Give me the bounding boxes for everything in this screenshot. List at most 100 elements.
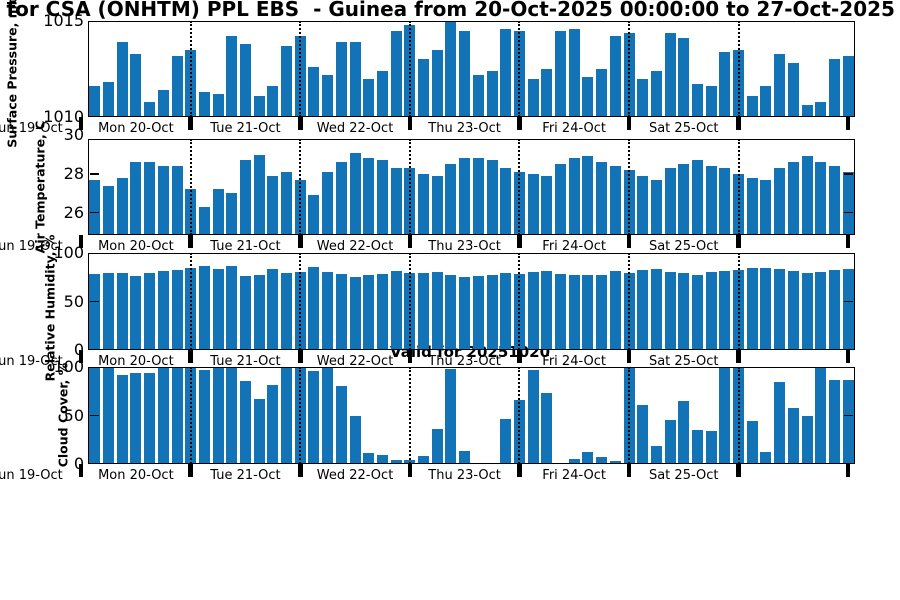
cloud-cover-bar xyxy=(349,415,361,464)
surface-pressure-bar xyxy=(678,38,690,117)
x-tick-label: Thu 23-Oct xyxy=(428,353,501,369)
cloud-cover-bar xyxy=(760,452,772,464)
day-tick xyxy=(407,117,413,130)
day-boundary-line xyxy=(299,367,302,464)
relative-humidity-bar xyxy=(719,271,731,350)
cloud-cover-bar xyxy=(637,404,649,464)
relative-humidity-bar xyxy=(705,272,717,350)
air-temperature-bar xyxy=(609,166,621,235)
surface-pressure-bar xyxy=(774,53,786,117)
relative-humidity-bar xyxy=(486,275,498,350)
x-tick-label: Sat 25-Oct xyxy=(648,238,719,254)
x-tick-label: Thu 23-Oct xyxy=(428,467,501,483)
x-tick-label: Thu 23-Oct xyxy=(428,238,501,254)
day-tick xyxy=(517,235,522,248)
surface-pressure-bar xyxy=(541,69,553,117)
axis-tick xyxy=(844,173,854,175)
air-temperature-bar xyxy=(828,166,840,235)
cloud-cover-bar xyxy=(363,453,375,464)
relative-humidity-bar xyxy=(637,270,649,350)
y-tick-label: 28 xyxy=(63,163,84,183)
surface-pressure-bar xyxy=(240,44,251,117)
x-tick-label: Mon 20-Oct xyxy=(98,467,174,483)
relative-humidity-bar xyxy=(760,267,772,350)
air-temperature-bar xyxy=(842,171,854,235)
air-temperature-bar xyxy=(281,171,293,235)
relative-humidity-bar xyxy=(89,274,101,350)
surface-pressure-bar xyxy=(103,82,115,117)
cloud-cover-bar xyxy=(815,367,827,464)
cloud-cover-bar xyxy=(746,421,758,464)
x-tick-label: Sat 25-Oct xyxy=(648,467,719,483)
air-temperature-bar xyxy=(418,173,430,235)
day-tick xyxy=(78,350,84,363)
air-temperature-bar xyxy=(678,164,690,235)
x-tick-label: Sun 19-Oct xyxy=(0,353,63,369)
day-tick xyxy=(188,235,193,248)
surface-pressure-bar xyxy=(637,78,649,117)
x-tick-label: Wed 22-Oct xyxy=(316,238,394,254)
relative-humidity-bar xyxy=(281,273,293,350)
air-temperature-bar xyxy=(664,168,676,235)
relative-humidity-bar xyxy=(322,272,334,350)
cloud-cover-bar xyxy=(445,368,457,464)
day-tick xyxy=(626,350,632,363)
cloud-cover-bar xyxy=(568,459,580,464)
air-temperature-bar xyxy=(240,160,251,235)
air-temperature-bar xyxy=(253,154,265,235)
air-temperature-bar xyxy=(486,160,498,235)
relative-humidity-bar xyxy=(678,273,690,350)
relative-humidity-bar xyxy=(376,274,388,350)
surface-pressure-bar xyxy=(253,95,265,117)
relative-humidity-bar xyxy=(363,275,375,350)
y-tick-label: 100 xyxy=(53,357,84,376)
day-boundary-line xyxy=(627,367,630,464)
day-boundary-line xyxy=(518,367,521,464)
day-tick xyxy=(736,117,741,130)
day-tick xyxy=(407,235,413,248)
surface-pressure-bar xyxy=(157,90,169,117)
x-tick-label: Thu 23-Oct xyxy=(428,120,501,136)
day-tick xyxy=(736,235,741,248)
surface-pressure-bar xyxy=(418,59,430,117)
x-tick-label: Mon 20-Oct xyxy=(98,120,174,136)
relative-humidity-bar xyxy=(171,270,183,350)
relative-humidity-bar xyxy=(103,273,115,350)
day-tick xyxy=(626,235,632,248)
air-temperature-bar xyxy=(308,195,320,235)
cloud-cover-bar xyxy=(678,400,690,464)
surface-pressure-bar xyxy=(555,30,567,117)
surface-pressure-bar xyxy=(746,95,758,117)
cloud-cover-bar xyxy=(582,452,594,464)
relative-humidity-bar xyxy=(801,273,813,350)
relative-humidity-bar xyxy=(253,275,265,350)
surface-pressure-bar xyxy=(376,70,388,117)
day-tick xyxy=(188,464,193,477)
x-tick-label: Tue 21-Oct xyxy=(210,238,281,254)
air-temperature-bar xyxy=(212,189,224,235)
air-temperature-bar xyxy=(116,177,128,235)
cloud-cover-bar xyxy=(801,416,813,464)
figure-title: Forecast for CSA (ONHTM) PPL EBS - Guine… xyxy=(6,0,895,21)
relative-humidity-bar xyxy=(459,277,471,350)
cloud-cover-bar xyxy=(691,430,703,464)
cloud-cover-bar xyxy=(664,420,676,464)
x-tick-label: Wed 22-Oct xyxy=(316,467,394,483)
cloud-cover-bar xyxy=(130,372,142,464)
air-temperature-bar xyxy=(363,158,375,235)
day-boundary-line xyxy=(627,139,630,235)
x-tick-label: Wed 22-Oct xyxy=(316,353,394,369)
x-tick-label: Fri 24-Oct xyxy=(542,353,607,369)
relative-humidity-bar xyxy=(555,274,567,350)
x-tick-label: Tue 21-Oct xyxy=(210,467,281,483)
relative-humidity-bar xyxy=(157,271,169,350)
air-temperature-bar xyxy=(89,179,101,235)
air-temperature-bar xyxy=(596,162,608,235)
cloud-cover-bar xyxy=(240,380,251,464)
day-boundary-line xyxy=(737,253,740,350)
surface-pressure-bar xyxy=(130,53,142,117)
day-boundary-line xyxy=(627,253,630,350)
day-boundary-line xyxy=(189,139,192,235)
relative-humidity-bar xyxy=(144,273,156,350)
surface-pressure-bar xyxy=(171,55,183,117)
